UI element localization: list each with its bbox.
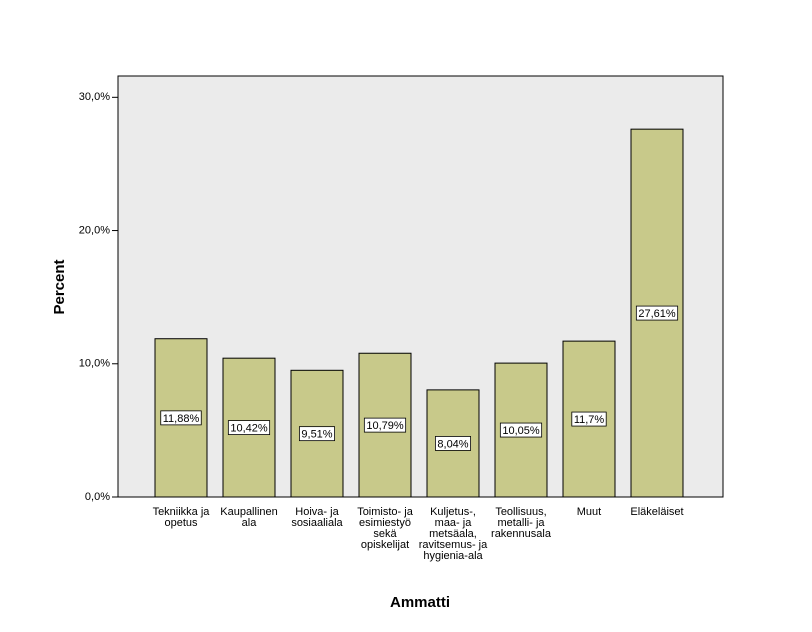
value-label-box bbox=[434, 436, 472, 451]
value-label-box bbox=[363, 417, 407, 433]
value-label-box bbox=[227, 420, 271, 435]
y-tick-label: 10,0% bbox=[79, 358, 110, 370]
value-label: 27,61% bbox=[638, 308, 676, 320]
x-tick-label: Kuljetus-, maa- ja metsäala, ravitsemus-… bbox=[418, 506, 488, 562]
value-label: 8,04% bbox=[437, 438, 468, 450]
y-tick-label: 20,0% bbox=[79, 224, 110, 236]
value-label-box bbox=[635, 305, 679, 321]
value-label: 11,7% bbox=[574, 414, 605, 426]
y-tick-label: 30,0% bbox=[79, 91, 110, 103]
x-tick-label: Toimisto- ja esimiestyö sekä opiskelijat bbox=[357, 506, 413, 551]
x-tick-label: Tekniikka ja opetus bbox=[152, 506, 210, 529]
value-label-box bbox=[571, 411, 607, 427]
plot-area bbox=[117, 75, 724, 498]
x-tick-label: Kaupallinen ala bbox=[220, 506, 278, 529]
x-tick-label: Eläkeläiset bbox=[630, 506, 684, 518]
x-tick-label: Teollisuus, metalli- ja rakennusala bbox=[491, 506, 551, 540]
x-tick-label: Muut bbox=[576, 506, 602, 518]
value-label-box bbox=[160, 410, 202, 426]
value-label: 11,88% bbox=[163, 413, 200, 425]
value-label-box bbox=[499, 422, 543, 438]
value-label: 9,51% bbox=[301, 429, 332, 441]
y-axis-title: Percent bbox=[51, 259, 68, 314]
x-tick-label: Hoiva- ja sosiaaliala bbox=[291, 506, 343, 529]
value-label: 10,79% bbox=[366, 420, 404, 432]
y-tick-label: 0,0% bbox=[85, 491, 110, 503]
x-axis-title: Ammatti bbox=[390, 594, 450, 611]
value-label: 10,05% bbox=[502, 425, 540, 437]
value-label: 10,42% bbox=[230, 422, 268, 434]
value-label-box bbox=[298, 426, 336, 442]
